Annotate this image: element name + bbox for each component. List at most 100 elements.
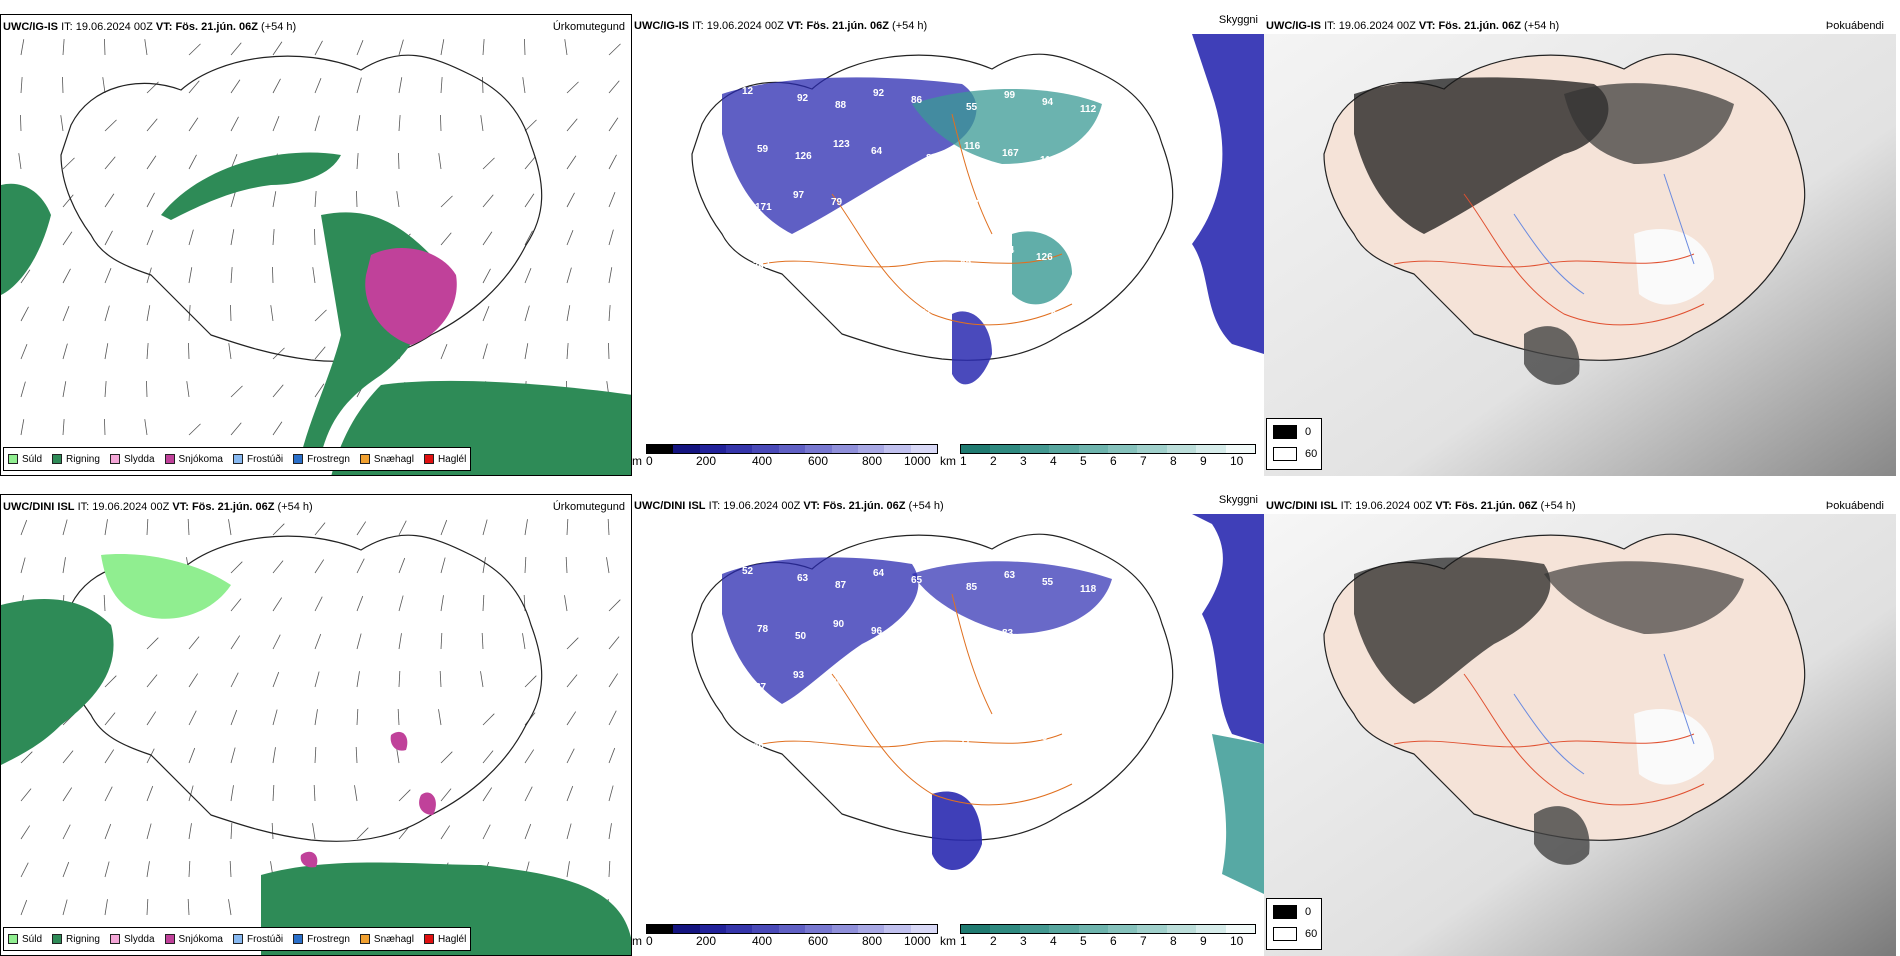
wind-barb bbox=[439, 153, 441, 169]
wind-barb bbox=[21, 558, 25, 573]
wind-barb bbox=[189, 637, 199, 649]
colorbar-tick: 8 bbox=[1170, 934, 1177, 948]
visibility-value-label: 126 bbox=[795, 151, 812, 162]
visibility-value-label: 171 bbox=[755, 202, 772, 213]
wind-barb bbox=[399, 596, 403, 611]
wind-barb bbox=[525, 120, 537, 131]
wind-barb bbox=[565, 39, 567, 55]
colorbar-tick: 800 bbox=[862, 454, 882, 468]
wind-barb bbox=[105, 120, 117, 131]
legend-swatch bbox=[360, 934, 370, 944]
wind-barb bbox=[357, 828, 368, 839]
wind-barb bbox=[525, 268, 531, 283]
wind-barb bbox=[525, 676, 536, 687]
wind-barb bbox=[103, 77, 105, 93]
colorbar-tick: 9 bbox=[1200, 454, 1207, 468]
wind-barb bbox=[609, 192, 615, 207]
wind-barb bbox=[231, 117, 239, 131]
wind-barb bbox=[357, 709, 358, 725]
precip-type-panel-dini: UWC/DINI ISL IT: 19.06.2024 00Z VT: Fös.… bbox=[0, 494, 632, 956]
wind-barb bbox=[567, 343, 568, 359]
legend-label: Snjókoma bbox=[179, 934, 223, 945]
colorbar-tick: 3 bbox=[1020, 454, 1027, 468]
wind-barb bbox=[567, 156, 576, 169]
visibility-value-label: 87 bbox=[755, 682, 767, 693]
wind-barb bbox=[231, 267, 232, 283]
wind-barb bbox=[147, 305, 150, 321]
visibility-value-label: 97 bbox=[793, 190, 805, 201]
wind-barb bbox=[231, 562, 242, 573]
visibility-value-label: 62 bbox=[869, 204, 881, 215]
wind-barb bbox=[231, 785, 234, 801]
wind-barb bbox=[146, 381, 147, 397]
wind-barb bbox=[21, 520, 27, 535]
wind-barb bbox=[145, 419, 147, 435]
visibility-value-label: 81 bbox=[962, 679, 974, 690]
wind-barb bbox=[567, 861, 570, 877]
wind-barb bbox=[189, 118, 198, 131]
legend-swatch bbox=[52, 934, 62, 944]
wind-barb bbox=[63, 419, 64, 435]
visibility-value-label: 126 bbox=[1036, 252, 1053, 263]
wind-barb bbox=[273, 672, 279, 687]
wind-barb bbox=[357, 671, 360, 687]
visibility-value-label: 92 bbox=[797, 93, 809, 104]
legend-label: Snjókoma bbox=[179, 454, 223, 465]
visibility-value-label: 86 bbox=[911, 95, 923, 106]
legend-swatch bbox=[424, 934, 434, 944]
wind-barb bbox=[104, 595, 105, 611]
wind-barb bbox=[312, 823, 315, 839]
wind-barb bbox=[483, 825, 490, 839]
wind-barb bbox=[21, 789, 31, 801]
visibility-value-label: 118 bbox=[1080, 584, 1097, 595]
wind-barb bbox=[567, 305, 570, 321]
wind-barb bbox=[315, 597, 322, 611]
visibility-value-label: 34 bbox=[791, 728, 803, 739]
colorbar-tick: 10 bbox=[1230, 454, 1243, 468]
wind-barb bbox=[482, 77, 483, 93]
rain-area bbox=[161, 153, 341, 221]
wind-barb bbox=[441, 595, 444, 611]
visibility-colorbar: km 1 2 3 4 5 6 7 8 9 10 bbox=[940, 924, 1260, 950]
wind-barb bbox=[483, 39, 484, 55]
colorbar-tick: 400 bbox=[752, 934, 772, 948]
snow-area bbox=[419, 793, 436, 815]
visibility-value-label: 64 bbox=[871, 146, 883, 157]
wind-barb bbox=[63, 269, 71, 283]
wind-barb bbox=[315, 560, 324, 573]
visibility-value-label: 53 bbox=[1091, 739, 1103, 750]
wind-barb bbox=[63, 306, 69, 321]
sea-fog-area bbox=[1212, 734, 1264, 894]
wind-barb bbox=[147, 824, 151, 839]
wind-barb bbox=[231, 823, 232, 839]
wind-barb bbox=[231, 748, 235, 763]
wind-barb bbox=[399, 671, 400, 687]
wind-barb bbox=[608, 519, 609, 535]
wind-barb bbox=[441, 558, 445, 573]
visibility-value-label: 93 bbox=[964, 621, 976, 632]
visibility-value-label: 93 bbox=[793, 670, 805, 681]
precip-legend: Súld Rigning Slydda Snjókoma Frostúði Fr… bbox=[3, 447, 471, 471]
wind-barb bbox=[147, 230, 153, 245]
wind-barb bbox=[228, 899, 231, 915]
colorbar-tick: 1000 bbox=[904, 454, 931, 468]
wind-barb bbox=[315, 523, 325, 535]
wind-barb bbox=[609, 230, 613, 245]
wind-barb bbox=[188, 519, 189, 535]
visibility-value-label: 165 bbox=[791, 248, 808, 259]
wind-barb bbox=[525, 824, 531, 839]
visibility-value-label: 112 bbox=[1040, 635, 1057, 646]
legend-swatch bbox=[424, 454, 434, 464]
wind-barb bbox=[440, 115, 441, 131]
colorbar-tick: 6 bbox=[1110, 934, 1117, 948]
wind-barb bbox=[189, 230, 193, 245]
colorbar-tick: 0 bbox=[646, 454, 653, 468]
fog-legend-label: 0 bbox=[1305, 426, 1311, 438]
elevation-colorbar-ramp bbox=[646, 924, 938, 934]
fog-index-panel-dini: UWC/DINI ISL IT: 19.06.2024 00Z VT: Fös.… bbox=[1264, 494, 1900, 956]
legend-swatch bbox=[8, 454, 18, 464]
visibility-value-label: 16 bbox=[922, 250, 934, 261]
wind-barb bbox=[398, 153, 399, 169]
wind-barb bbox=[105, 713, 115, 725]
rain-area bbox=[1, 184, 51, 295]
